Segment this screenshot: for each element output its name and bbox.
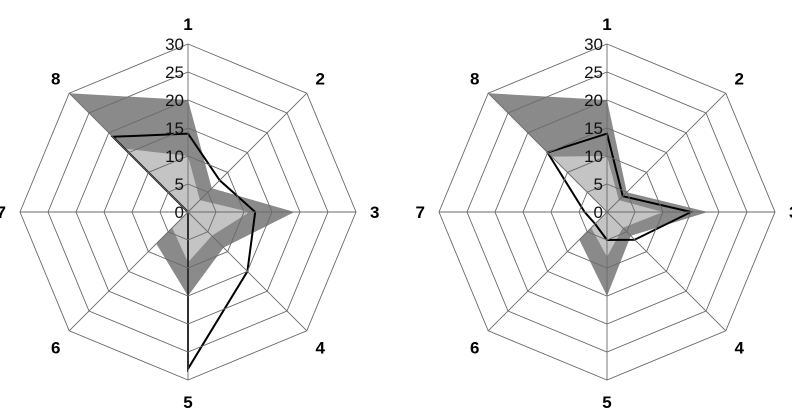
category-label-7: 7 bbox=[416, 203, 425, 222]
radial-tick-label: 10 bbox=[165, 147, 184, 166]
radial-tick-label: 15 bbox=[584, 119, 603, 138]
category-label-8: 8 bbox=[51, 69, 60, 88]
category-label-4: 4 bbox=[735, 339, 745, 358]
category-label-5: 5 bbox=[183, 393, 192, 412]
spoke-2 bbox=[187, 92, 308, 213]
spoke-2 bbox=[606, 92, 727, 213]
spoke-8 bbox=[68, 92, 189, 213]
category-label-1: 1 bbox=[602, 15, 611, 34]
radial-tick-label: 0 bbox=[175, 203, 184, 222]
category-label-6: 6 bbox=[51, 339, 60, 358]
radial-tick-label: 25 bbox=[584, 63, 603, 82]
radial-tick-label: 25 bbox=[165, 63, 184, 82]
spoke-4 bbox=[187, 211, 308, 332]
spoke-4 bbox=[606, 211, 727, 332]
radar-chart-right-svg: 0 5 10 15 20 25 301 2 3 4 5 6 7 8 bbox=[416, 15, 792, 412]
radial-tick-label: 5 bbox=[594, 175, 603, 194]
category-label-3: 3 bbox=[789, 203, 792, 222]
spoke-6 bbox=[487, 211, 608, 332]
category-label-7: 7 bbox=[0, 203, 6, 222]
category-label-2: 2 bbox=[316, 69, 325, 88]
category-label-2: 2 bbox=[735, 69, 744, 88]
category-label-3: 3 bbox=[370, 203, 379, 222]
radar-chart-left-svg: 0 5 10 15 20 25 301 2 3 4 5 6 7 8 bbox=[0, 15, 379, 412]
category-label-1: 1 bbox=[183, 15, 192, 34]
category-label-6: 6 bbox=[470, 339, 479, 358]
category-label-5: 5 bbox=[602, 393, 611, 412]
radial-tick-label: 15 bbox=[165, 119, 184, 138]
radial-tick-label: 30 bbox=[165, 35, 184, 54]
radial-tick-label: 10 bbox=[584, 147, 603, 166]
radial-tick-label: 20 bbox=[165, 91, 184, 110]
radar-chart-left: 0 5 10 15 20 25 30 1 2 3 4 5 6 7 8 bbox=[0, 15, 379, 412]
radar-chart-right: 0 5 10 15 20 25 301 2 3 4 5 6 7 8 bbox=[396, 0, 792, 418]
radial-tick-label: 0 bbox=[594, 203, 603, 222]
radar-area-series-2 bbox=[124, 148, 250, 263]
radial-tick-label: 30 bbox=[584, 35, 603, 54]
category-label-8: 8 bbox=[470, 69, 479, 88]
spoke-8 bbox=[487, 92, 608, 213]
radial-tick-label: 20 bbox=[584, 91, 603, 110]
radial-tick-label: 5 bbox=[175, 175, 184, 194]
spoke-6 bbox=[68, 211, 189, 332]
category-label-4: 4 bbox=[316, 339, 326, 358]
